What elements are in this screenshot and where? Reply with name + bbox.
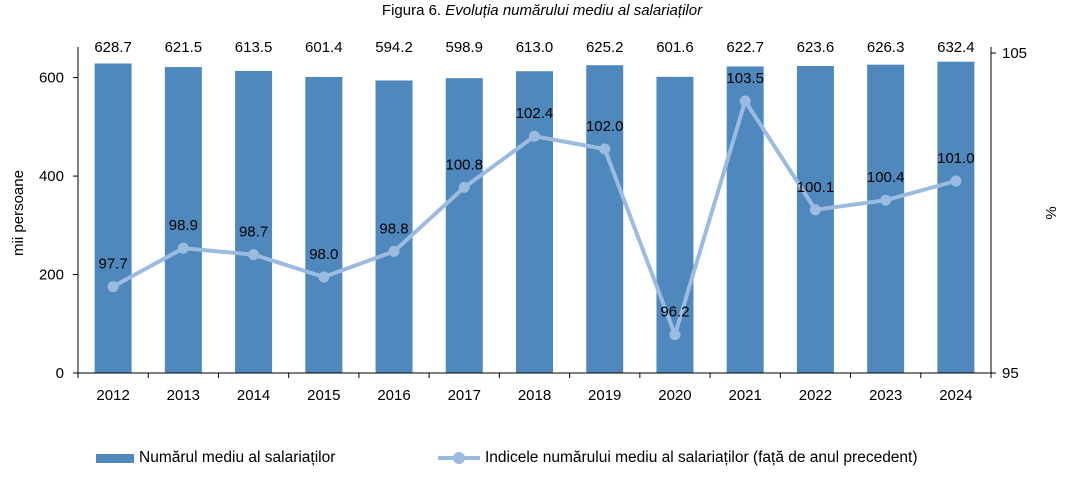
index-point: [529, 130, 540, 142]
bar: [937, 61, 975, 374]
index-value-label: 98.0: [309, 246, 338, 263]
bar-value-label: 598.9: [445, 39, 483, 56]
right-tick-label: 95: [1002, 365, 1019, 382]
bar: [586, 65, 624, 373]
left-tick-label: 200: [39, 267, 64, 284]
index-point: [177, 242, 189, 254]
x-tick-label: 2019: [588, 387, 621, 404]
line-layer: [107, 95, 962, 341]
index-value-label: 98.8: [379, 220, 408, 237]
bar: [375, 80, 413, 374]
bar-value-label: 625.2: [586, 39, 624, 56]
legend-line-label: Indicele numărului mediu al salariaților…: [485, 449, 918, 466]
index-value-label: 102.4: [516, 105, 554, 122]
bar: [867, 64, 905, 373]
legend-bar-label: Numărul mediu al salariaților: [139, 449, 336, 466]
x-tick-label: 2024: [939, 387, 972, 404]
x-tick-label: 2014: [237, 387, 270, 404]
left-tick-label: 0: [56, 365, 64, 382]
legend-line-swatch: [438, 451, 480, 465]
index-point: [739, 95, 751, 107]
left-axis-title: mii persoane: [10, 170, 27, 256]
index-point: [248, 249, 260, 261]
bar: [726, 66, 764, 373]
index-point: [950, 175, 962, 187]
index-value-label: 103.5: [726, 70, 764, 87]
bar: [305, 76, 343, 374]
x-tick-label: 2023: [869, 387, 902, 404]
x-tick-label: 2013: [167, 387, 200, 404]
x-tick-label: 2016: [377, 387, 410, 404]
left-tick-label: 600: [39, 70, 64, 87]
index-value-label: 100.4: [867, 169, 905, 186]
index-point: [880, 194, 892, 206]
bar: [235, 70, 273, 373]
index-point: [318, 271, 330, 283]
index-value-label: 100.1: [797, 179, 835, 196]
bar-value-label: 621.5: [165, 39, 203, 56]
bar-value-label: 594.2: [375, 39, 413, 56]
right-axis-title: %: [1043, 206, 1060, 219]
bar-value-label: 626.3: [867, 39, 905, 56]
x-tick-label: 2017: [448, 387, 481, 404]
index-point: [669, 329, 681, 341]
combo-chart: 0 200 400 600 95 105 2012 2013 2014 2015 2016 2017 2…: [10, 39, 1060, 404]
left-tick-label: 400: [39, 168, 64, 185]
index-value-label: 101.0: [937, 150, 975, 167]
bar: [516, 71, 553, 373]
index-point: [599, 143, 611, 155]
labels-layer: 628.7 621.5 613.5 601.4 594.2 598.9 613.0 625.2…: [94, 39, 974, 321]
bar: [94, 63, 132, 374]
x-tick-label: 2015: [307, 387, 340, 404]
index-value-label: 96.2: [660, 304, 689, 321]
bar-value-label: 601.6: [656, 39, 694, 56]
bar-value-label: 622.7: [726, 39, 764, 56]
axes-layer: 0 200 400 600 95 105 2012 2013 2014 2015 2016 2017 2…: [10, 45, 1060, 404]
bar: [656, 76, 694, 373]
bar: [445, 78, 483, 373]
figure-label: Figura 6.: [381, 2, 442, 19]
x-tick-label: 2022: [799, 387, 832, 404]
index-value-label: 102.0: [586, 118, 624, 135]
index-point: [458, 181, 470, 193]
x-tick-label: 2012: [96, 387, 129, 404]
index-point: [809, 204, 821, 216]
index-value-label: 100.8: [445, 156, 483, 173]
bar: [796, 65, 834, 374]
chart-title: Figura 6. Evoluția numărului mediu al sa…: [0, 2, 1084, 20]
x-tick-label: 2021: [729, 387, 762, 404]
bar-value-label: 623.6: [797, 39, 835, 56]
index-point: [388, 245, 400, 257]
bars-layer: [94, 61, 975, 374]
x-tick-label: 2020: [658, 387, 691, 404]
bar-value-label: 613.5: [235, 39, 273, 56]
figure-title: Evoluția numărului mediu al salariaților: [445, 2, 703, 19]
bar-value-label: 613.0: [516, 39, 554, 56]
legend-item-bar: Numărul mediu al salariaților: [96, 449, 335, 467]
bar-value-label: 601.4: [305, 39, 343, 56]
bar-value-label: 628.7: [94, 39, 132, 56]
right-tick-label: 105: [1002, 45, 1027, 62]
index-point: [107, 281, 119, 293]
index-value-label: 98.7: [239, 224, 268, 241]
legend-bar-swatch: [96, 453, 134, 463]
index-value-label: 97.7: [99, 256, 128, 273]
legend: Numărul mediu al salariaților Indicele n…: [0, 449, 1084, 473]
bar-value-label: 632.4: [937, 39, 975, 56]
x-tick-label: 2018: [518, 387, 551, 404]
index-value-label: 98.9: [169, 217, 198, 234]
legend-item-line: Indicele numărului mediu al salariaților…: [438, 449, 918, 467]
bar: [164, 67, 202, 374]
